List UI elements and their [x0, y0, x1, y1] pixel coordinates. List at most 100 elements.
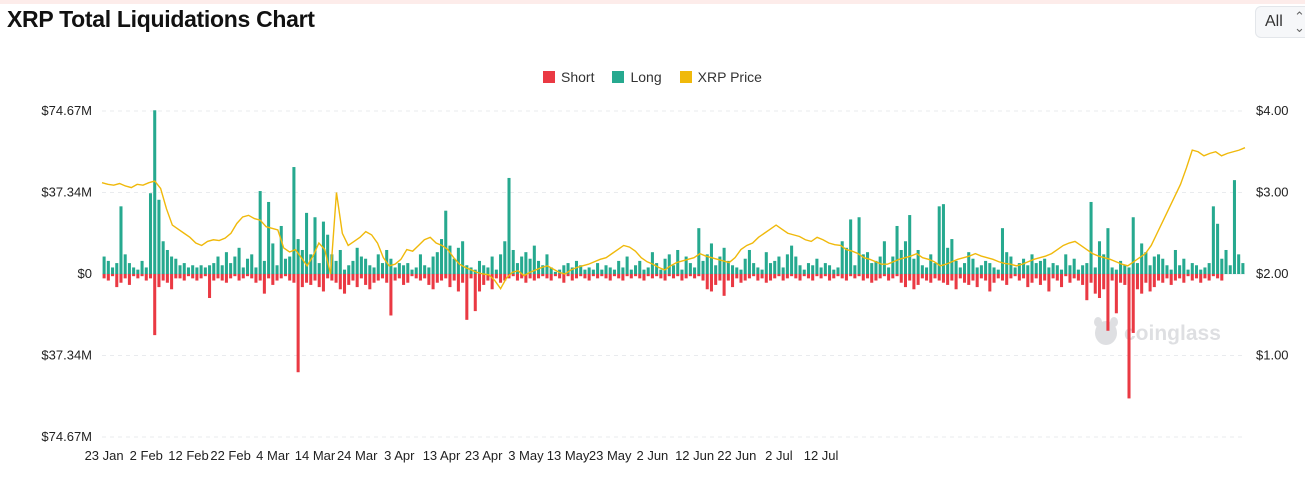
- long-bar[interactable]: [570, 267, 574, 274]
- long-bar[interactable]: [992, 267, 996, 274]
- short-bar[interactable]: [823, 274, 827, 277]
- short-bar[interactable]: [1169, 274, 1173, 285]
- short-bar[interactable]: [739, 274, 743, 283]
- short-bar[interactable]: [402, 274, 406, 285]
- long-bar[interactable]: [1064, 254, 1068, 274]
- short-bar[interactable]: [798, 274, 802, 281]
- long-bar[interactable]: [545, 254, 549, 274]
- short-bar[interactable]: [292, 274, 296, 283]
- long-bar[interactable]: [178, 265, 182, 274]
- short-bar[interactable]: [693, 274, 697, 279]
- short-bar[interactable]: [452, 274, 456, 281]
- long-bar[interactable]: [705, 254, 709, 274]
- long-bar[interactable]: [402, 265, 406, 274]
- long-bar[interactable]: [153, 110, 157, 274]
- short-bar[interactable]: [389, 274, 393, 316]
- long-bar[interactable]: [604, 265, 608, 274]
- long-bar[interactable]: [499, 254, 503, 274]
- short-bar[interactable]: [1220, 274, 1224, 281]
- long-bar[interactable]: [1017, 263, 1021, 274]
- short-bar[interactable]: [667, 274, 671, 277]
- short-bar[interactable]: [941, 274, 945, 283]
- long-bar[interactable]: [583, 269, 587, 274]
- short-bar[interactable]: [954, 274, 958, 290]
- short-bar[interactable]: [456, 274, 460, 292]
- short-bar[interactable]: [612, 274, 616, 277]
- short-bar[interactable]: [891, 274, 895, 279]
- long-bar[interactable]: [659, 269, 663, 274]
- long-bar[interactable]: [157, 199, 161, 274]
- short-bar[interactable]: [296, 274, 300, 373]
- short-bar[interactable]: [334, 274, 338, 283]
- long-bar[interactable]: [1144, 252, 1148, 274]
- short-bar[interactable]: [1157, 274, 1161, 281]
- short-bar[interactable]: [503, 274, 507, 281]
- short-bar[interactable]: [515, 274, 519, 281]
- long-bar[interactable]: [549, 267, 553, 274]
- short-bar[interactable]: [1110, 274, 1114, 281]
- short-bar[interactable]: [1000, 274, 1004, 281]
- long-bar[interactable]: [874, 260, 878, 274]
- long-bar[interactable]: [553, 271, 557, 274]
- long-bar[interactable]: [844, 247, 848, 274]
- short-bar[interactable]: [195, 274, 199, 281]
- long-bar[interactable]: [891, 256, 895, 274]
- long-bar[interactable]: [937, 206, 941, 274]
- long-bar[interactable]: [836, 267, 840, 274]
- short-bar[interactable]: [520, 274, 524, 279]
- short-bar[interactable]: [317, 274, 321, 288]
- long-bar[interactable]: [920, 265, 924, 274]
- long-bar[interactable]: [486, 267, 490, 274]
- long-bar[interactable]: [731, 265, 735, 274]
- long-bar[interactable]: [186, 267, 190, 274]
- long-bar[interactable]: [1203, 267, 1207, 274]
- short-bar[interactable]: [1106, 274, 1110, 331]
- long-bar[interactable]: [313, 217, 317, 274]
- short-bar[interactable]: [608, 274, 612, 281]
- short-bar[interactable]: [1060, 274, 1064, 288]
- long-bar[interactable]: [984, 260, 988, 274]
- long-bar[interactable]: [224, 252, 228, 274]
- short-bar[interactable]: [355, 274, 359, 288]
- legend-item-price[interactable]: XRP Price: [679, 69, 762, 85]
- long-bar[interactable]: [798, 265, 802, 274]
- short-bar[interactable]: [406, 274, 410, 283]
- long-bar[interactable]: [819, 267, 823, 274]
- short-bar[interactable]: [431, 274, 435, 290]
- long-bar[interactable]: [1068, 265, 1072, 274]
- short-bar[interactable]: [330, 274, 334, 281]
- long-bar[interactable]: [1043, 258, 1047, 274]
- long-bar[interactable]: [372, 267, 376, 274]
- short-bar[interactable]: [621, 274, 625, 281]
- short-bar[interactable]: [279, 274, 283, 279]
- long-bar[interactable]: [102, 256, 106, 274]
- short-bar[interactable]: [760, 274, 764, 279]
- long-bar[interactable]: [895, 225, 899, 274]
- short-bar[interactable]: [558, 274, 562, 279]
- long-bar[interactable]: [490, 256, 494, 274]
- short-bar[interactable]: [161, 274, 165, 281]
- long-bar[interactable]: [591, 269, 595, 274]
- short-bar[interactable]: [1119, 274, 1123, 283]
- long-bar[interactable]: [507, 177, 511, 274]
- long-bar[interactable]: [979, 265, 983, 274]
- long-bar[interactable]: [465, 265, 469, 274]
- short-bar[interactable]: [165, 274, 169, 283]
- long-bar[interactable]: [857, 217, 861, 274]
- short-bar[interactable]: [553, 274, 557, 277]
- long-bar[interactable]: [1237, 254, 1241, 274]
- short-bar[interactable]: [532, 274, 536, 281]
- long-bar[interactable]: [954, 260, 958, 274]
- long-bar[interactable]: [726, 260, 730, 274]
- short-bar[interactable]: [359, 274, 363, 279]
- short-bar[interactable]: [988, 274, 992, 292]
- short-bar[interactable]: [735, 274, 739, 279]
- short-bar[interactable]: [283, 274, 287, 277]
- long-bar[interactable]: [1207, 263, 1211, 274]
- long-bar[interactable]: [376, 254, 380, 274]
- long-bar[interactable]: [1072, 258, 1076, 274]
- legend-item-short[interactable]: Short: [543, 69, 594, 85]
- long-bar[interactable]: [996, 269, 1000, 274]
- short-bar[interactable]: [790, 274, 794, 277]
- long-bar[interactable]: [806, 263, 810, 274]
